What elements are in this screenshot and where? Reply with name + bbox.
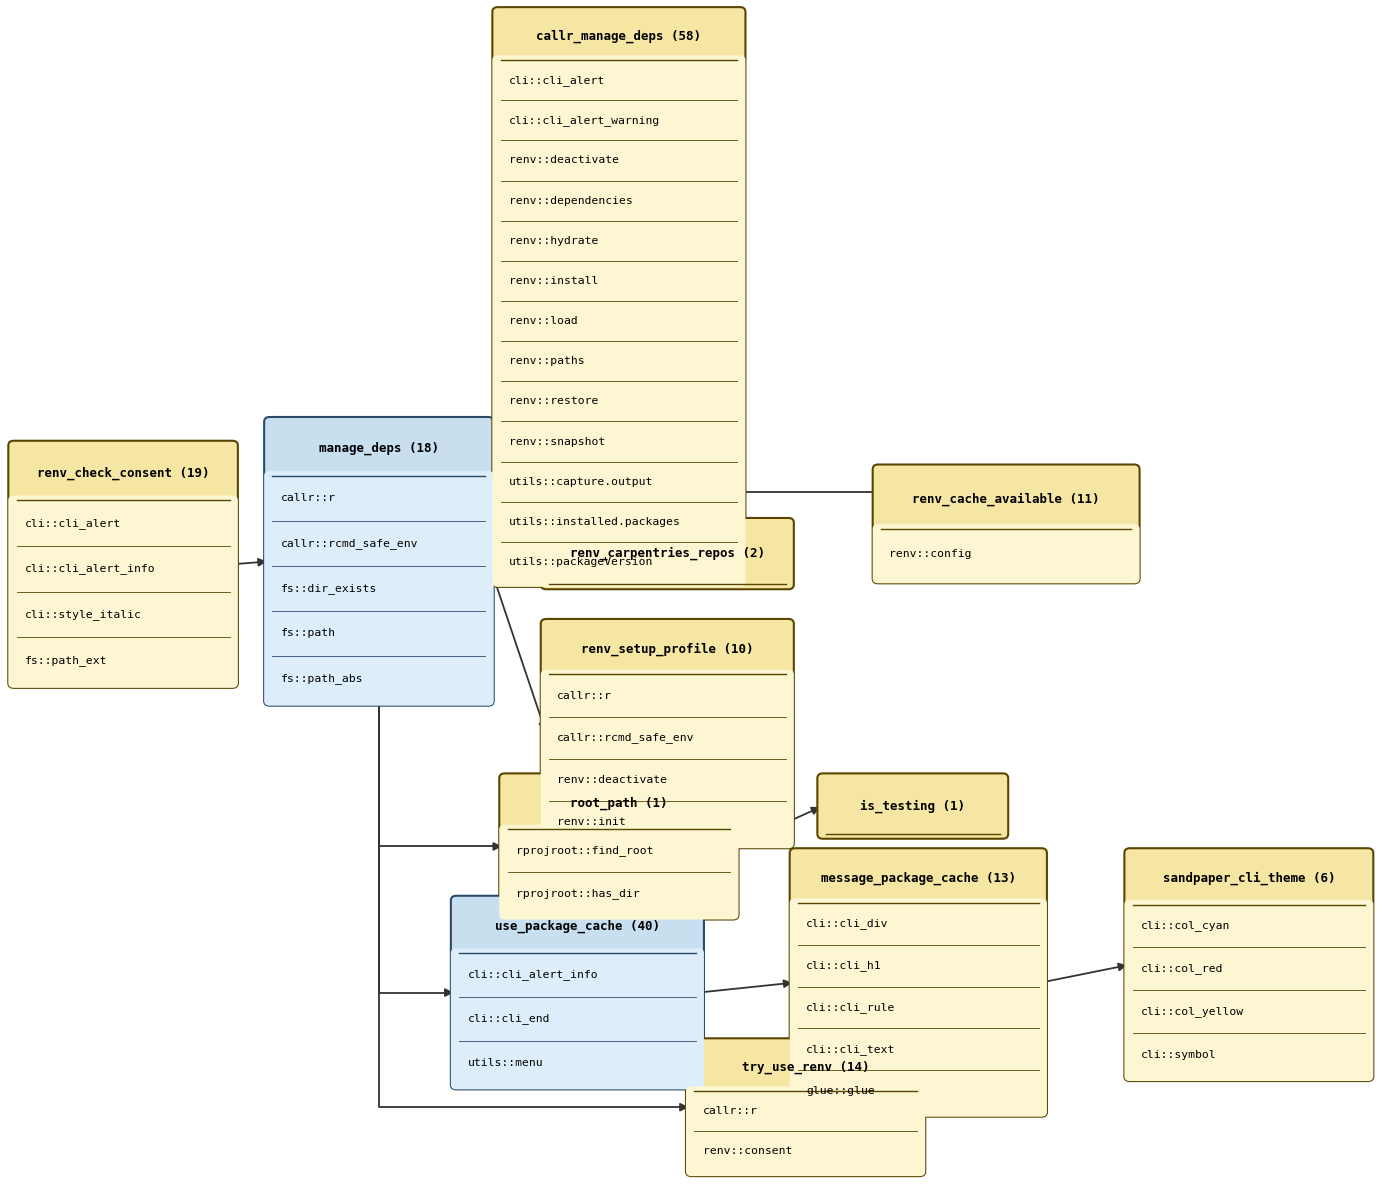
Text: renv::consent: renv::consent <box>703 1146 792 1156</box>
Text: fs::path: fs::path <box>281 628 336 638</box>
Text: utils::menu: utils::menu <box>467 1057 544 1068</box>
Text: callr::rcmd_safe_env: callr::rcmd_safe_env <box>557 732 694 744</box>
Text: cli::cli_h1: cli::cli_h1 <box>806 960 882 972</box>
FancyBboxPatch shape <box>790 898 1047 1117</box>
FancyBboxPatch shape <box>264 417 494 706</box>
Text: message_package_cache (13): message_package_cache (13) <box>822 871 1015 885</box>
Text: renv::snapshot: renv::snapshot <box>509 436 606 447</box>
Text: callr::r: callr::r <box>703 1106 758 1117</box>
Text: cli::symbol: cli::symbol <box>1141 1050 1217 1060</box>
FancyBboxPatch shape <box>505 826 733 843</box>
FancyBboxPatch shape <box>1124 899 1373 1081</box>
Text: renv::paths: renv::paths <box>509 356 585 366</box>
Text: cli::cli_text: cli::cli_text <box>806 1044 896 1055</box>
FancyBboxPatch shape <box>686 1038 925 1176</box>
FancyBboxPatch shape <box>541 670 794 848</box>
Text: manage_deps (18): manage_deps (18) <box>319 442 438 455</box>
Text: glue::glue: glue::glue <box>806 1086 875 1097</box>
Text: cli::cli_alert: cli::cli_alert <box>509 75 606 86</box>
Text: renv::init: renv::init <box>557 817 626 827</box>
Text: cli::style_italic: cli::style_italic <box>25 609 142 620</box>
FancyBboxPatch shape <box>451 896 704 1089</box>
Text: utils::packageVersion: utils::packageVersion <box>509 557 653 567</box>
Text: fs::dir_exists: fs::dir_exists <box>281 583 378 594</box>
Text: cli::col_yellow: cli::col_yellow <box>1141 1006 1245 1017</box>
Text: rprojroot::has_dir: rprojroot::has_dir <box>516 887 639 899</box>
Text: callr_manage_deps (58): callr_manage_deps (58) <box>537 30 701 43</box>
FancyBboxPatch shape <box>1130 901 1368 918</box>
FancyBboxPatch shape <box>14 497 232 514</box>
Text: cli::col_cyan: cli::col_cyan <box>1141 921 1231 931</box>
FancyBboxPatch shape <box>264 470 494 706</box>
Text: callr::rcmd_safe_env: callr::rcmd_safe_env <box>281 538 418 549</box>
Text: fs::path_abs: fs::path_abs <box>281 672 364 684</box>
FancyBboxPatch shape <box>456 949 698 967</box>
Text: cli::col_red: cli::col_red <box>1141 963 1224 974</box>
FancyBboxPatch shape <box>817 773 1008 839</box>
Text: cli::cli_alert_info: cli::cli_alert_info <box>467 969 597 980</box>
FancyBboxPatch shape <box>451 948 704 1089</box>
FancyBboxPatch shape <box>270 472 488 489</box>
FancyBboxPatch shape <box>499 824 739 920</box>
FancyBboxPatch shape <box>8 495 238 688</box>
Text: renv::deactivate: renv::deactivate <box>557 775 668 785</box>
FancyBboxPatch shape <box>878 525 1134 543</box>
Text: try_use_renv (14): try_use_renv (14) <box>741 1061 870 1074</box>
Text: renv::hydrate: renv::hydrate <box>509 235 599 246</box>
Text: utils::installed.packages: utils::installed.packages <box>509 517 680 527</box>
Text: cli::cli_rule: cli::cli_rule <box>806 1003 896 1013</box>
Text: cli::cli_end: cli::cli_end <box>467 1013 550 1024</box>
FancyBboxPatch shape <box>1124 848 1373 1081</box>
FancyBboxPatch shape <box>498 57 740 75</box>
Text: is_testing (1): is_testing (1) <box>860 800 965 813</box>
Text: renv_check_consent (19): renv_check_consent (19) <box>37 466 209 480</box>
FancyBboxPatch shape <box>546 671 788 689</box>
Text: renv_carpentries_repos (2): renv_carpentries_repos (2) <box>570 546 765 561</box>
FancyBboxPatch shape <box>541 619 794 848</box>
FancyBboxPatch shape <box>541 518 794 589</box>
Text: renv_cache_available (11): renv_cache_available (11) <box>913 492 1099 506</box>
Text: cli::cli_alert: cli::cli_alert <box>25 518 122 529</box>
Text: callr::r: callr::r <box>281 493 336 504</box>
FancyBboxPatch shape <box>873 465 1140 583</box>
FancyBboxPatch shape <box>499 773 739 920</box>
Text: cli::cli_alert_warning: cli::cli_alert_warning <box>509 115 660 126</box>
FancyBboxPatch shape <box>8 441 238 688</box>
Text: renv::dependencies: renv::dependencies <box>509 196 632 206</box>
Text: use_package_cache (40): use_package_cache (40) <box>495 921 660 934</box>
Text: renv::install: renv::install <box>509 276 599 286</box>
FancyBboxPatch shape <box>492 56 745 587</box>
Text: cli::cli_div: cli::cli_div <box>806 918 889 929</box>
FancyBboxPatch shape <box>492 7 745 587</box>
Text: renv::deactivate: renv::deactivate <box>509 156 620 165</box>
Text: callr::r: callr::r <box>557 690 613 701</box>
Text: renv::load: renv::load <box>509 316 578 326</box>
Text: fs::path_ext: fs::path_ext <box>25 655 108 665</box>
Text: cli::cli_alert_info: cli::cli_alert_info <box>25 563 155 574</box>
Text: root_path (1): root_path (1) <box>570 797 668 810</box>
Text: utils::capture.output: utils::capture.output <box>509 476 653 487</box>
Text: sandpaper_cli_theme (6): sandpaper_cli_theme (6) <box>1163 872 1335 885</box>
Text: renv::config: renv::config <box>889 549 972 558</box>
Text: renv::restore: renv::restore <box>509 397 599 406</box>
Text: rprojroot::find_root: rprojroot::find_root <box>516 846 653 857</box>
Text: renv_setup_profile (10): renv_setup_profile (10) <box>581 643 754 656</box>
FancyBboxPatch shape <box>790 848 1047 1117</box>
FancyBboxPatch shape <box>873 524 1140 583</box>
FancyBboxPatch shape <box>692 1088 920 1105</box>
FancyBboxPatch shape <box>795 899 1041 917</box>
FancyBboxPatch shape <box>686 1086 925 1176</box>
